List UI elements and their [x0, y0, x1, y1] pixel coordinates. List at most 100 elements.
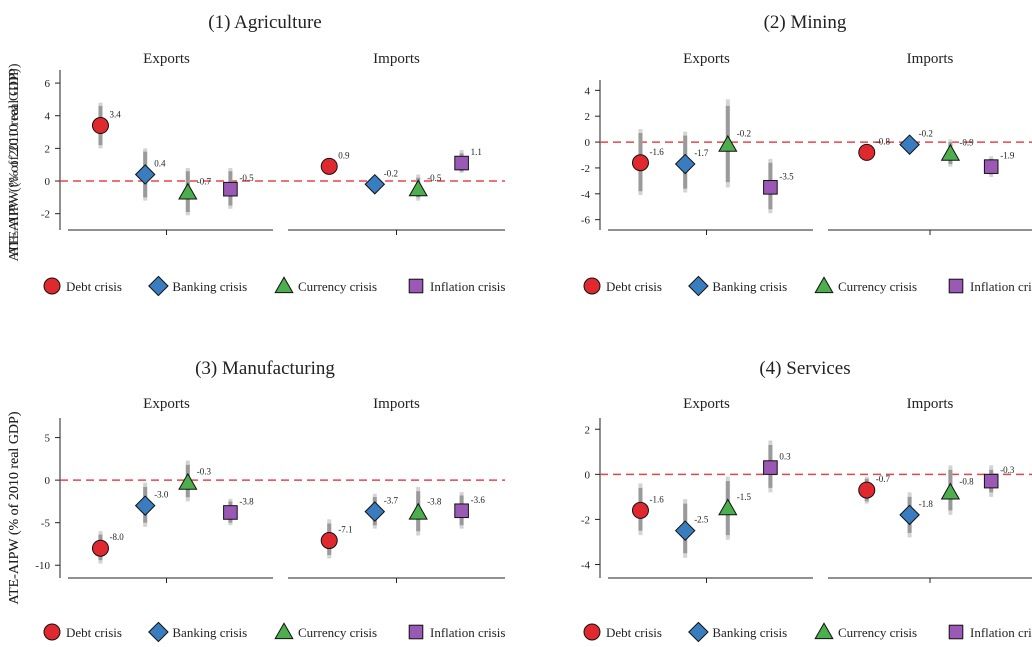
chart-3: (3) Manufacturing ATE-AIPW (% of 2010 rea… — [7, 358, 505, 643]
legend-label: Banking crisis — [172, 279, 247, 294]
legend-marker-triangle — [274, 622, 294, 640]
point-diamond — [674, 153, 696, 175]
panel-label-imports: Imports — [907, 51, 954, 67]
y-axis-label: ATE-AIPW (% of 2010 real GDP) — [7, 411, 22, 604]
legend-label: Inflation crisis — [430, 279, 505, 294]
y-tick-label: 2 — [585, 111, 591, 123]
data-label: -0.3 — [197, 467, 212, 477]
legend-marker-triangle — [814, 276, 834, 294]
y-tick-label: 6 — [45, 78, 51, 90]
chart-4: (4) Services ATE-AIPW (% of 2010 real GDP… — [7, 358, 1032, 643]
chart-title: (2) Mining — [764, 12, 847, 33]
panel-label-imports: Imports — [907, 396, 954, 412]
data-label: -0.3 — [1000, 465, 1015, 475]
data-label: -1.9 — [1000, 151, 1015, 161]
data-label: -0.8 — [876, 136, 891, 146]
y-tick-label: 2 — [585, 424, 591, 436]
chart-2: (2) Mining ATE-AIPW (% of 2010 real GDP) -… — [7, 12, 1032, 297]
y-tick-label: -4 — [581, 189, 591, 201]
data-label: -3.8 — [427, 496, 442, 506]
point-diamond — [899, 134, 920, 155]
point-square — [223, 181, 238, 197]
y-tick-label: 4 — [45, 111, 51, 123]
data-label: -3.8 — [239, 496, 254, 506]
panel-label-exports: Exports — [683, 396, 730, 412]
data-label: 0.3 — [779, 452, 791, 462]
point-diamond — [674, 520, 696, 541]
y-tick-label: -4 — [581, 559, 591, 571]
legend-marker-diamond — [148, 621, 169, 643]
chart-title: (1) Agriculture — [208, 12, 321, 33]
chart-title: (3) Manufacturing — [195, 358, 335, 379]
legend-marker-square — [408, 624, 424, 640]
data-label: -3.0 — [154, 490, 169, 500]
legend: Debt crisis Banking crisis Currency crisis… — [43, 275, 505, 297]
y-tick-label: -6 — [581, 215, 591, 227]
legend-label: Debt crisis — [66, 279, 122, 294]
point-square — [454, 503, 469, 519]
point-square — [223, 505, 238, 520]
data-label: -0.5 — [239, 173, 254, 183]
data-label: 3.4 — [109, 110, 121, 120]
legend-label: Currency crisis — [838, 279, 917, 294]
point-circle — [858, 481, 876, 499]
data-label: -2.5 — [694, 515, 709, 525]
legend-marker-circle — [43, 623, 61, 641]
y-tick-label: 0 — [585, 469, 591, 481]
point-circle — [91, 117, 109, 135]
point-circle — [320, 157, 338, 175]
y-tick-label: 2 — [45, 143, 51, 155]
legend-marker-square — [948, 624, 964, 640]
point-triangle — [178, 472, 198, 490]
data-label: -1.5 — [737, 492, 752, 502]
point-square — [983, 159, 999, 174]
data-label: -8.0 — [109, 532, 124, 542]
data-label: -0.9 — [959, 138, 974, 148]
legend-marker-diamond — [148, 275, 169, 297]
legend-label: Currency crisis — [838, 625, 917, 640]
y-tick-label: 0 — [585, 137, 591, 149]
legend-marker-triangle — [814, 622, 834, 640]
data-label: -0.7 — [197, 176, 212, 186]
legend-label: Banking crisis — [712, 625, 787, 640]
panel-label-exports: Exports — [143, 396, 190, 412]
point-diamond — [134, 495, 156, 516]
panel-label-imports: Imports — [373, 396, 420, 412]
data-label: 0.4 — [154, 158, 166, 168]
y-axis-label: ATE-AIPW (% of 2010 real GDP) — [7, 411, 22, 604]
data-label: -3.5 — [779, 171, 794, 181]
point-circle — [91, 539, 109, 557]
legend-label: Currency crisis — [298, 625, 377, 640]
y-tick-label: -2 — [581, 163, 590, 175]
y-axis-label: ATE-AIPW (% of 2010 real GDP) — [7, 63, 22, 256]
data-label: -1.6 — [649, 147, 664, 157]
legend-marker-square — [408, 278, 424, 294]
data-label: -1.8 — [919, 499, 934, 509]
data-label: -1.6 — [649, 494, 664, 504]
legend-marker-circle — [583, 277, 601, 295]
legend-label: Inflation crisis — [970, 279, 1032, 294]
data-label: -0.2 — [919, 129, 933, 139]
legend: Debt crisis Banking crisis Currency crisis… — [583, 621, 1032, 643]
legend-label: Inflation crisis — [970, 625, 1032, 640]
legend-marker-diamond — [688, 621, 709, 643]
data-label: -0.2 — [737, 129, 751, 139]
legend-label: Debt crisis — [606, 625, 662, 640]
y-tick-label: 4 — [585, 85, 591, 97]
chart-1: (1) Agriculture ATE-AIPW (% of 2010 real … — [7, 12, 505, 297]
data-label: 1.1 — [471, 147, 482, 157]
legend-label: Inflation crisis — [430, 625, 505, 640]
point-square — [763, 460, 778, 475]
legend-label: Debt crisis — [606, 279, 662, 294]
point-circle — [631, 154, 649, 172]
point-diamond — [899, 504, 920, 526]
data-label: 0.9 — [338, 150, 350, 160]
point-diamond — [134, 164, 156, 185]
legend: Debt crisis Banking crisis Currency crisis… — [43, 621, 505, 643]
legend-marker-triangle — [274, 276, 294, 294]
point-square — [983, 473, 999, 489]
legend-label: Banking crisis — [172, 625, 247, 640]
legend-marker-square — [948, 278, 964, 294]
y-tick-label: 5 — [45, 433, 51, 445]
